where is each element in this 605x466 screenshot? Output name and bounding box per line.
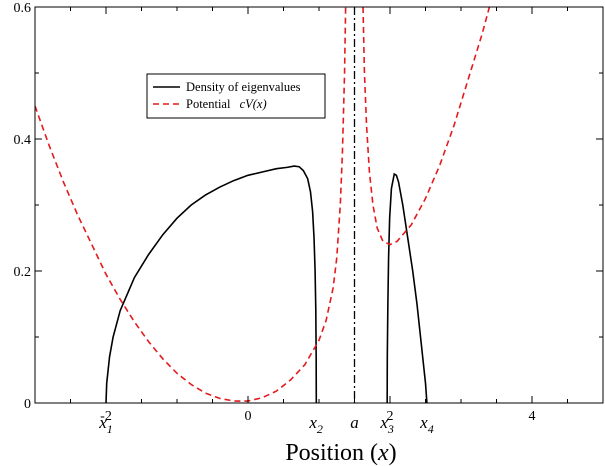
x-tick-label: -2 [100, 409, 112, 424]
marked-point-label: x2 [308, 413, 323, 436]
legend-label-potential-text: Potential [186, 97, 234, 111]
x-axis-title-part-2: x [377, 440, 389, 466]
legend-label-density: Density of eigenvalues [186, 80, 301, 94]
marked-point-label: x4 [419, 413, 434, 436]
y-tick-label: 0.6 [14, 1, 32, 16]
marked-point-label: x3 [379, 413, 394, 436]
x-tick-label: 0 [245, 409, 252, 424]
legend: Density of eigenvalues Potential cV(x) [146, 73, 326, 119]
x-tick-label: 2 [387, 409, 394, 424]
series-line-potential-2 [362, 7, 491, 246]
y-tick-label: 0.2 [14, 265, 32, 280]
x-axis-title-part-1: Position ( [285, 440, 378, 466]
plot-frame [34, 6, 604, 404]
legend-label-potential-math: cV(x) [240, 97, 267, 111]
x-axis-title-part-3: ) [389, 440, 397, 466]
series-line-potential-1 [35, 7, 347, 402]
series-line-density-1 [105, 165, 318, 403]
legend-box [146, 73, 326, 119]
marked-point-label: x1 [98, 413, 113, 436]
y-tick-label: 0.4 [14, 133, 32, 148]
y-tick-label: 0 [24, 397, 31, 412]
series-line-density-2 [386, 172, 428, 403]
x-tick-label: 4 [529, 409, 536, 424]
marked-point-label: a [350, 413, 359, 432]
legend-label-potential: Potential cV(x) [186, 97, 267, 111]
x-axis-title: Position (x) [285, 440, 396, 466]
